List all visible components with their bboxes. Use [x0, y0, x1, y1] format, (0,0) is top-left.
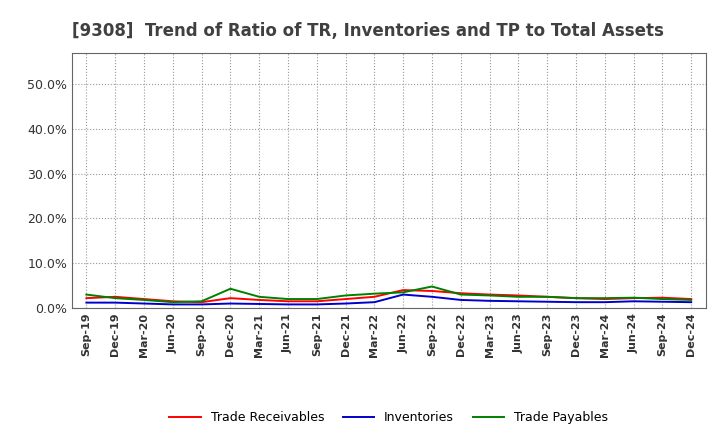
Trade Receivables [197, 300, 206, 305]
Trade Receivables [629, 296, 638, 301]
Inventories [629, 299, 638, 304]
Trade Payables [111, 296, 120, 301]
Trade Receivables [140, 297, 148, 302]
Inventories [197, 302, 206, 307]
Trade Receivables [168, 299, 177, 304]
Trade Payables [485, 293, 494, 298]
Trade Receivables [687, 297, 696, 302]
Trade Receivables [341, 297, 350, 302]
Inventories [572, 300, 580, 305]
Trade Payables [370, 291, 379, 296]
Trade Payables [428, 284, 436, 289]
Trade Receivables [312, 299, 321, 304]
Trade Payables [82, 292, 91, 297]
Trade Receivables [370, 294, 379, 300]
Trade Payables [140, 297, 148, 303]
Trade Payables [168, 300, 177, 305]
Inventories [341, 301, 350, 306]
Inventories [82, 300, 91, 305]
Text: [9308]  Trend of Ratio of TR, Inventories and TP to Total Assets: [9308] Trend of Ratio of TR, Inventories… [72, 22, 664, 40]
Trade Receivables [428, 288, 436, 293]
Inventories [658, 299, 667, 304]
Trade Receivables [82, 296, 91, 301]
Trade Payables [226, 286, 235, 291]
Trade Payables [312, 297, 321, 302]
Inventories [168, 302, 177, 307]
Line: Trade Payables: Trade Payables [86, 286, 691, 302]
Trade Receivables [226, 296, 235, 301]
Legend: Trade Receivables, Inventories, Trade Payables: Trade Receivables, Inventories, Trade Pa… [164, 407, 613, 429]
Trade Receivables [456, 290, 465, 296]
Inventories [255, 301, 264, 307]
Trade Receivables [485, 292, 494, 297]
Inventories [485, 298, 494, 304]
Inventories [687, 300, 696, 305]
Trade Receivables [111, 294, 120, 300]
Trade Payables [197, 299, 206, 304]
Trade Payables [687, 297, 696, 303]
Trade Receivables [543, 294, 552, 300]
Trade Receivables [600, 297, 609, 302]
Trade Payables [456, 292, 465, 297]
Inventories [284, 302, 292, 307]
Inventories [111, 300, 120, 305]
Inventories [140, 301, 148, 306]
Inventories [600, 300, 609, 305]
Trade Receivables [514, 293, 523, 298]
Inventories [514, 299, 523, 304]
Trade Receivables [658, 295, 667, 301]
Inventories [428, 294, 436, 300]
Inventories [543, 299, 552, 304]
Inventories [456, 297, 465, 303]
Inventories [399, 292, 408, 297]
Trade Receivables [284, 299, 292, 304]
Trade Payables [658, 297, 667, 302]
Line: Trade Receivables: Trade Receivables [86, 290, 691, 302]
Trade Payables [284, 297, 292, 302]
Trade Payables [255, 294, 264, 300]
Trade Payables [341, 293, 350, 298]
Inventories [370, 300, 379, 305]
Trade Payables [399, 290, 408, 295]
Trade Receivables [572, 296, 580, 301]
Trade Payables [514, 294, 523, 300]
Trade Payables [572, 296, 580, 301]
Inventories [312, 302, 321, 307]
Line: Inventories: Inventories [86, 294, 691, 304]
Trade Payables [543, 294, 552, 300]
Trade Payables [629, 295, 638, 301]
Inventories [226, 301, 235, 306]
Trade Receivables [255, 297, 264, 303]
Trade Receivables [399, 287, 408, 293]
Trade Payables [600, 296, 609, 301]
